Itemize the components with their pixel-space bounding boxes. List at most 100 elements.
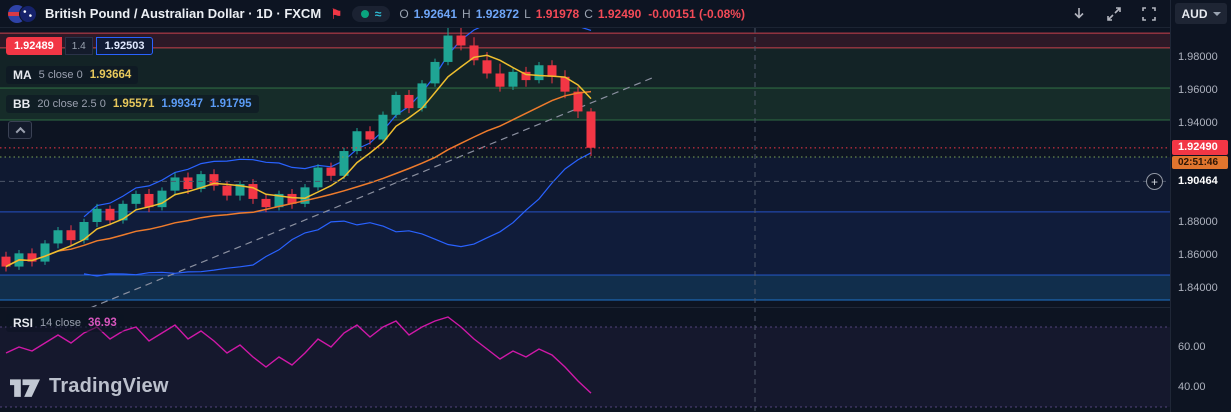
close-label: C [584, 6, 593, 21]
fullscreen-button[interactable] [1136, 2, 1162, 26]
candle [339, 151, 349, 176]
red-flag-icon[interactable]: ⚑ [330, 5, 343, 22]
collapse-legend-button[interactable] [8, 121, 32, 139]
open-value: 1.92641 [413, 6, 458, 21]
candle [313, 167, 323, 188]
bb-params: 20 close 2.5 0 [37, 98, 106, 110]
candle [456, 35, 466, 46]
rsi-legend[interactable]: RSI 14 close 36.93 [6, 314, 124, 332]
trade-panel: 1.92489 1.4 1.92503 [6, 37, 154, 55]
candle [157, 190, 167, 208]
candle [261, 198, 271, 208]
candle [183, 177, 193, 189]
ma-legend[interactable]: MA 5 close 0 1.93664 [6, 66, 139, 84]
price-axis-tick: 40.00 [1178, 381, 1206, 393]
candle [365, 131, 375, 140]
candle [573, 91, 583, 112]
arrow-down-icon [1074, 7, 1084, 19]
ma-params: 5 close 0 [38, 69, 83, 81]
close-value: 1.92490 [597, 6, 642, 21]
candle [66, 230, 76, 241]
tradingview-watermark: TradingView [10, 374, 169, 398]
low-label: L [524, 6, 531, 21]
symbol-title: British Pound / Australian Dollar · 1D ·… [45, 6, 322, 21]
last-price-badge: 1.92490 [1172, 140, 1228, 155]
bb-upper-value: 1.99347 [161, 98, 203, 110]
ma-name: MA [13, 68, 32, 82]
bb-upper-line [83, 28, 592, 218]
price-zone [0, 211, 1170, 275]
price-axis-tick: 1.84000 [1178, 282, 1218, 294]
rsi-name: RSI [13, 316, 34, 330]
candle [144, 193, 154, 208]
price-axis[interactable]: AUD 1.98000 1.96000 1.94000 1.88000 1.86000 1… [1170, 0, 1231, 412]
sell-button[interactable]: 1.92489 [6, 37, 62, 55]
price-axis-tick: 60.00 [1178, 341, 1206, 353]
candle [521, 71, 531, 81]
aud-flag-icon [19, 4, 37, 23]
ma-fast-line [5, 54, 592, 268]
price-axis-tick: 1.86000 [1178, 249, 1218, 261]
market-open-dot-icon [360, 9, 369, 18]
bar-countdown-badge: 02:51:46 [1172, 156, 1228, 169]
candle [92, 208, 102, 222]
open-label: O [399, 6, 409, 21]
maximize-pane-button[interactable] [1101, 2, 1127, 26]
candle [391, 94, 401, 115]
chart-header: British Pound / Australian Dollar · 1D ·… [0, 0, 1170, 28]
watermark-text: TradingView [49, 374, 169, 397]
candle [170, 177, 180, 191]
quick-order-button[interactable]: + [1146, 173, 1163, 190]
rsi-pane [0, 316, 1170, 408]
candle [235, 184, 245, 196]
ma-value: 1.93664 [89, 69, 132, 81]
candle [40, 243, 50, 262]
currency-dropdown[interactable]: AUD [1175, 3, 1227, 24]
candle [482, 60, 492, 74]
candle [586, 111, 596, 148]
expand-arrows-icon [1107, 6, 1121, 21]
bb-legend[interactable]: BB 20 close 2.5 0 1.95571 1.99347 1.9179… [6, 95, 259, 113]
ohlc-readout: O 1.92641 H 1.92872 L 1.91978 C 1.92490 … [399, 7, 745, 21]
arrow-down-button[interactable] [1066, 2, 1092, 26]
rsi-params: 14 close [40, 317, 81, 329]
trendline[interactable] [89, 77, 653, 308]
candle [378, 114, 388, 140]
price-axis-tick: 1.96000 [1178, 84, 1218, 96]
candle [495, 73, 505, 87]
candle [274, 193, 284, 208]
tradingview-logo-icon [10, 379, 40, 397]
candle [209, 174, 219, 186]
candle [248, 184, 258, 199]
crosshair-price-label: 1.90464 [1178, 175, 1218, 187]
pane-resize-handle[interactable] [0, 307, 1170, 308]
symbol-button[interactable]: British Pound / Australian Dollar · 1D ·… [8, 4, 321, 24]
candle [404, 94, 414, 109]
high-label: H [462, 6, 471, 21]
price-axis-tick: 1.98000 [1178, 51, 1218, 63]
chevron-up-icon [15, 126, 25, 137]
buy-button[interactable]: 1.92503 [95, 37, 154, 55]
market-status-pill[interactable]: ≈ [351, 5, 391, 22]
currency-pair-icon [8, 4, 38, 24]
candle [508, 71, 518, 87]
chart-canvas[interactable] [0, 0, 1170, 412]
candle [1, 256, 11, 267]
rsi-value: 36.93 [88, 317, 117, 329]
candle [53, 230, 63, 244]
rsi-line [5, 316, 592, 394]
low-value: 1.91978 [535, 6, 580, 21]
main-price-pane [0, 28, 1170, 308]
fullscreen-icon [1142, 6, 1156, 21]
candle [105, 208, 115, 221]
bb-lower-value: 1.91795 [210, 98, 252, 110]
candle [352, 131, 362, 152]
candle [27, 253, 37, 262]
candle [430, 61, 440, 84]
data-mode-wave-icon: ≈ [374, 6, 382, 21]
change-value: -0.00151 (-0.08%) [648, 6, 745, 21]
candle [534, 65, 544, 81]
price-zone [0, 274, 1170, 301]
candle [326, 167, 336, 176]
bb-basis-value: 1.95571 [112, 98, 155, 110]
